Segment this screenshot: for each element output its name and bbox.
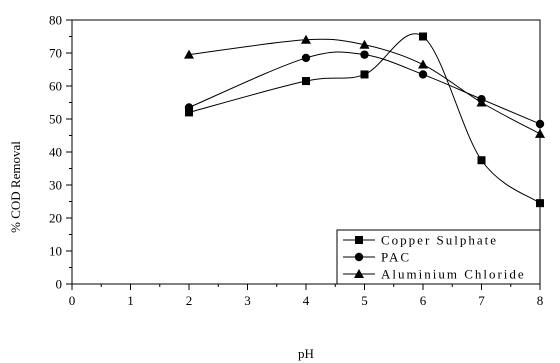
x-tick-label: 0: [69, 293, 76, 308]
data-point: [301, 53, 311, 63]
series-line: [188, 51, 541, 125]
data-point: [184, 49, 194, 59]
y-tick-label: 50: [49, 112, 62, 127]
data-point: [419, 32, 427, 41]
data-point: [301, 34, 311, 44]
data-point: [476, 97, 487, 107]
x-tick-label: 6: [420, 293, 427, 308]
x-tick-label: 4: [303, 293, 310, 308]
y-tick-label: 10: [49, 244, 62, 259]
y-tick-label: 40: [49, 145, 62, 160]
x-tick-label: 8: [537, 293, 544, 308]
y-tick-label: 0: [56, 277, 63, 292]
series-triangle: [184, 34, 545, 138]
data-point: [477, 156, 486, 165]
data-point: [360, 70, 369, 79]
x-tick-label: 5: [361, 293, 368, 308]
y-tick-label: 20: [49, 211, 62, 226]
legend-label: PAC: [381, 250, 411, 265]
x-tick-label: 7: [478, 293, 485, 308]
x-tick-label: 2: [186, 293, 193, 308]
series-line: [188, 38, 541, 135]
y-tick-label: 30: [49, 178, 62, 193]
legend-marker: [355, 236, 363, 244]
y-tick-label: 60: [49, 79, 62, 94]
data-point: [535, 119, 545, 129]
data-point: [302, 77, 310, 86]
legend: Copper Sulphate PAC Aluminium Chloride: [336, 229, 541, 285]
series-line: [188, 33, 541, 204]
data-point: [185, 108, 193, 117]
series-layer: [184, 32, 545, 208]
series-square: [185, 32, 544, 208]
y-axis-label: % COD Removal: [8, 141, 23, 233]
y-tick-label: 70: [49, 46, 62, 61]
x-tick-label: 3: [244, 293, 251, 308]
legend-label: Aluminium Chloride: [381, 267, 526, 282]
data-point: [359, 39, 370, 49]
data-point: [535, 128, 545, 138]
x-axis-label: pH: [298, 346, 314, 361]
data-point: [184, 103, 194, 112]
x-tick-label: 1: [127, 293, 134, 308]
y-tick-label: 80: [49, 13, 62, 28]
legend-marker: [354, 252, 364, 262]
series-circle: [184, 50, 545, 129]
legend-label: Copper Sulphate: [381, 233, 498, 248]
legend-marker: [354, 269, 364, 278]
data-point: [360, 50, 369, 59]
data-point: [418, 59, 428, 69]
data-point: [536, 199, 544, 208]
data-point: [418, 70, 428, 79]
